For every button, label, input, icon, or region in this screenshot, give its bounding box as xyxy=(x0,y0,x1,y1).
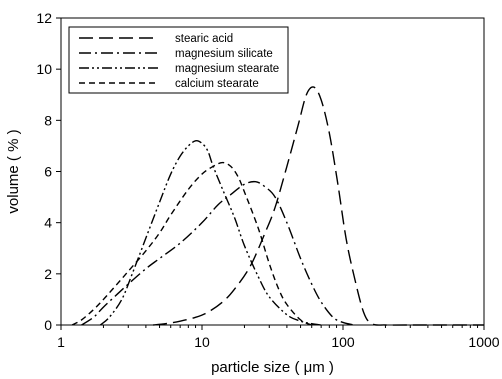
y-tick-label: 8 xyxy=(44,112,52,128)
series-line-magnesium-stearate xyxy=(99,140,322,326)
y-axis-title: volume ( % ) xyxy=(5,129,22,213)
y-tick-label: 10 xyxy=(36,61,52,77)
series-line-magnesium-silicate xyxy=(81,180,355,326)
x-tick-label: 10 xyxy=(194,334,210,350)
chart-legend: stearic acid magnesium silicate magnesium … xyxy=(68,26,289,94)
y-tick-label: 6 xyxy=(44,164,52,180)
legend-label: stearic acid xyxy=(175,33,233,45)
series-line-stearic-acid xyxy=(153,86,484,326)
chart-series xyxy=(71,86,484,326)
y-tick-label: 2 xyxy=(44,266,52,282)
legend-label: magnesium stearate xyxy=(175,63,279,75)
legend-label: magnesium silicate xyxy=(175,48,273,60)
series-line-calcium-stearate xyxy=(71,161,313,326)
y-tick-label: 12 xyxy=(36,10,52,26)
y-tick-label: 4 xyxy=(44,215,52,231)
x-axis-title: particle size ( μm ) xyxy=(211,359,334,376)
x-tick-label: 1000 xyxy=(468,334,499,350)
x-tick-label: 1 xyxy=(57,334,65,350)
legend-label: calcium stearate xyxy=(175,78,259,90)
y-tick-label: 0 xyxy=(44,317,52,333)
x-tick-label: 100 xyxy=(331,334,355,350)
chart-ticks: 0 2 4 6 8 10 12 1 10 100 1000 xyxy=(36,10,499,350)
